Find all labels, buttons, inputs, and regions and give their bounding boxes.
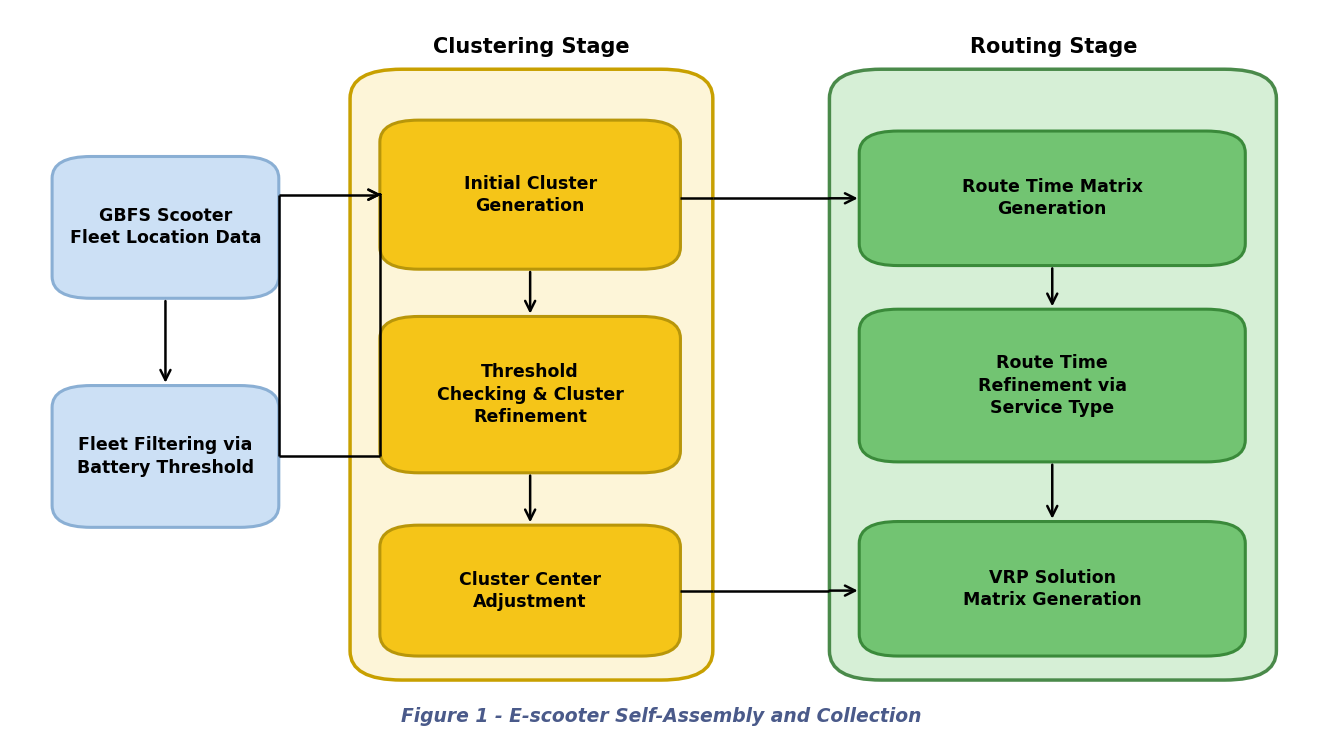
- FancyBboxPatch shape: [859, 131, 1245, 266]
- FancyBboxPatch shape: [859, 522, 1245, 656]
- Text: Clustering Stage: Clustering Stage: [434, 37, 629, 57]
- FancyBboxPatch shape: [829, 69, 1276, 680]
- Text: Route Time
Refinement via
Service Type: Route Time Refinement via Service Type: [978, 355, 1126, 417]
- Text: Routing Stage: Routing Stage: [970, 37, 1137, 57]
- FancyBboxPatch shape: [52, 157, 279, 298]
- Text: Route Time Matrix
Generation: Route Time Matrix Generation: [962, 178, 1142, 218]
- Text: Cluster Center
Adjustment: Cluster Center Adjustment: [459, 571, 602, 611]
- Text: Initial Cluster
Generation: Initial Cluster Generation: [464, 174, 596, 214]
- FancyBboxPatch shape: [859, 309, 1245, 462]
- Text: Fleet Filtering via
Battery Threshold: Fleet Filtering via Battery Threshold: [77, 436, 254, 476]
- FancyBboxPatch shape: [379, 525, 681, 656]
- Text: Threshold
Checking & Cluster
Refinement: Threshold Checking & Cluster Refinement: [436, 364, 624, 426]
- FancyBboxPatch shape: [379, 120, 681, 269]
- Text: Figure 1 - E-scooter Self-Assembly and Collection: Figure 1 - E-scooter Self-Assembly and C…: [401, 707, 921, 726]
- FancyBboxPatch shape: [52, 386, 279, 528]
- FancyBboxPatch shape: [350, 69, 713, 680]
- FancyBboxPatch shape: [379, 316, 681, 473]
- Text: GBFS Scooter
Fleet Location Data: GBFS Scooter Fleet Location Data: [70, 207, 262, 248]
- Text: VRP Solution
Matrix Generation: VRP Solution Matrix Generation: [962, 568, 1142, 609]
